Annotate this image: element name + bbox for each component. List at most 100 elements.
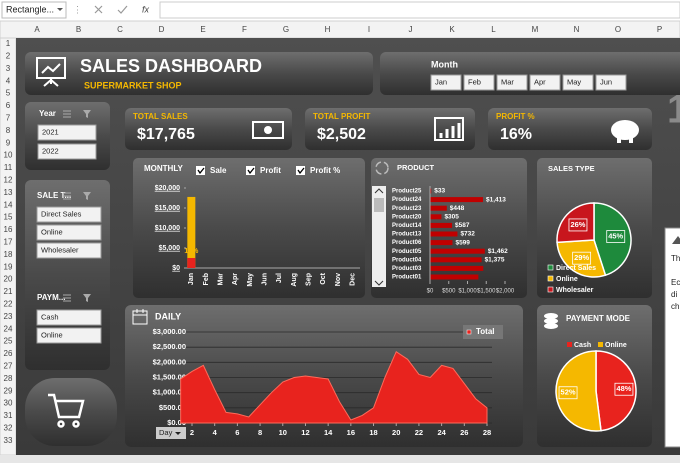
payment-button[interactable] xyxy=(36,327,102,344)
sale-type-button-text: Online xyxy=(41,227,63,236)
legend-box xyxy=(463,325,503,339)
legend-swatch xyxy=(598,342,603,347)
x-tick-label: 12 xyxy=(301,428,309,437)
year-label: Year xyxy=(39,109,56,118)
month-button[interactable] xyxy=(496,74,528,91)
month-button-text: Mar xyxy=(501,77,514,86)
bar xyxy=(430,222,453,228)
legend-checkbox[interactable] xyxy=(296,166,305,175)
x-tick-label: $1,000 xyxy=(458,289,477,295)
day-filter[interactable] xyxy=(156,427,186,439)
multi-select-icon[interactable] xyxy=(63,192,71,200)
legend-label: Online xyxy=(605,342,627,349)
bar xyxy=(430,265,484,271)
legend-label: Direct Sales xyxy=(556,265,596,272)
fx-icon[interactable]: fx xyxy=(142,4,150,14)
y-tick-label: $1,500.00 xyxy=(153,372,186,381)
check-mark xyxy=(197,167,205,175)
column-header: J xyxy=(409,25,413,34)
month-button[interactable] xyxy=(529,74,561,91)
legend-checkbox[interactable] xyxy=(246,166,255,175)
row-header: 2 xyxy=(6,52,11,61)
check-mark xyxy=(247,167,255,175)
month-button[interactable] xyxy=(430,74,462,91)
data-label: $599 xyxy=(455,239,470,246)
cancel-icon[interactable] xyxy=(94,5,103,14)
name-box[interactable] xyxy=(1,1,67,19)
sale-type-button[interactable] xyxy=(36,224,102,241)
row-header: 7 xyxy=(6,114,11,123)
bar xyxy=(430,197,483,203)
formula-input[interactable] xyxy=(159,1,680,19)
y-tick-label: $15,000 xyxy=(155,205,180,212)
x-tick-label: 6 xyxy=(235,428,239,437)
enter-icon[interactable] xyxy=(117,5,128,14)
legend-label: Wholesaler xyxy=(556,287,594,294)
data-label: $732 xyxy=(460,231,475,238)
column-header: N xyxy=(574,25,580,34)
bar xyxy=(187,257,196,268)
legend-swatch xyxy=(547,264,554,271)
x-tick-label: $2,000 xyxy=(496,289,515,295)
kpi-value: $17,765 xyxy=(137,126,195,143)
product-label: Product05 xyxy=(392,249,422,255)
clear-filter-icon[interactable] xyxy=(83,110,91,118)
column-header: D xyxy=(159,25,165,34)
data-label: $1,375 xyxy=(485,257,505,264)
scroll-area xyxy=(0,455,680,463)
y-tick-label: $5,000 xyxy=(159,245,181,252)
scroll-thumb[interactable] xyxy=(374,198,384,212)
bar xyxy=(430,240,453,246)
x-tick-label: 28 xyxy=(483,428,491,437)
year-button[interactable] xyxy=(37,124,97,141)
payment-title: PAYMENT MODE xyxy=(566,314,631,323)
product-label: Product20 xyxy=(392,214,422,220)
legend-swatch xyxy=(547,275,554,282)
x-tick-label: 4 xyxy=(213,428,218,437)
kpi-label: PROFIT % xyxy=(496,112,535,121)
column-header: H xyxy=(325,25,331,34)
edge-glyph: 1 xyxy=(667,88,680,132)
y-tick-label: $500.00 xyxy=(159,403,186,412)
x-tick-label: Jun xyxy=(262,273,269,285)
payment-button-text: Cash xyxy=(41,312,59,321)
product-label: Product14 xyxy=(392,223,422,229)
payment-button[interactable] xyxy=(36,309,102,326)
side-text: Th xyxy=(671,254,680,263)
product-label: Product04 xyxy=(392,257,422,263)
row-header: 24 xyxy=(4,324,13,333)
year-button[interactable] xyxy=(37,143,97,160)
product-label: Product01 xyxy=(392,275,422,281)
row-header: 32 xyxy=(4,424,13,433)
multi-select-icon[interactable] xyxy=(63,110,71,118)
clear-filter-icon[interactable] xyxy=(83,294,91,302)
money-icon xyxy=(252,121,284,139)
month-button[interactable] xyxy=(463,74,495,91)
row-header: 29 xyxy=(4,386,13,395)
cart-icon xyxy=(48,393,85,428)
legend-label: Profit % xyxy=(310,166,340,175)
growth-icon xyxy=(434,117,464,141)
cart-panel[interactable] xyxy=(25,378,117,446)
scroll-arrows[interactable] xyxy=(374,188,384,286)
label-box xyxy=(606,230,626,243)
row-header: 5 xyxy=(6,89,11,98)
payment-label: PAYM... xyxy=(37,293,65,302)
calendar-icon xyxy=(132,309,148,325)
multi-select-icon[interactable] xyxy=(63,294,71,302)
column-header: C xyxy=(117,25,123,34)
legend-checkbox[interactable] xyxy=(196,166,205,175)
sale-type-button[interactable] xyxy=(36,206,102,223)
x-tick-label: Jan xyxy=(188,273,195,285)
row-header: 6 xyxy=(6,101,11,110)
month-button[interactable] xyxy=(595,74,627,91)
product-title: PRODUCT xyxy=(397,163,435,172)
product-label: Product06 xyxy=(392,240,422,246)
sale-type-button[interactable] xyxy=(36,242,102,259)
row-header: 26 xyxy=(4,349,13,358)
row-header: 18 xyxy=(4,250,13,259)
clear-filter-icon[interactable] xyxy=(83,192,91,200)
column-header: O xyxy=(615,25,621,34)
month-button[interactable] xyxy=(562,74,594,91)
